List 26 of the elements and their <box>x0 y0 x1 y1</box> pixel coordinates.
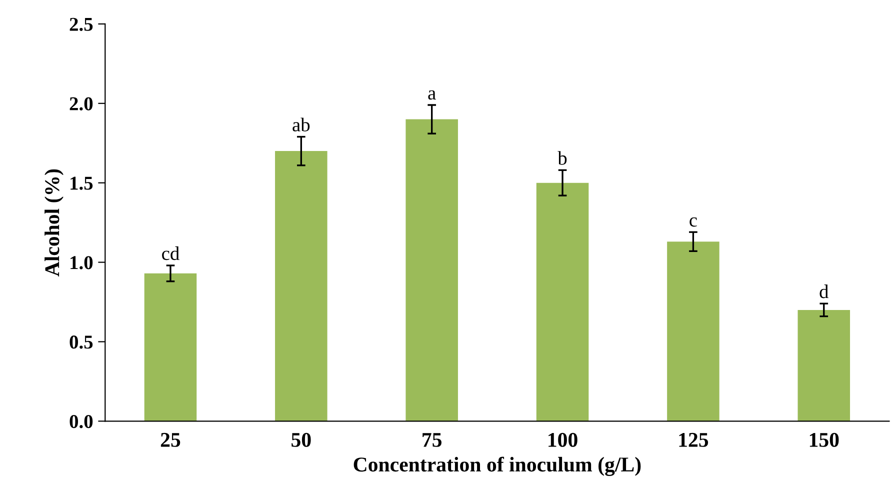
x-tick-label: 125 <box>679 432 708 447</box>
annotation: d <box>820 284 828 298</box>
annotation: ab <box>292 118 310 132</box>
annotation: cd <box>162 246 180 260</box>
x-axis-title: Concentration of inoculum (g/L) <box>354 456 641 476</box>
x-tick-label: 25 <box>160 432 180 447</box>
y-tick-label: 1.0 <box>70 256 93 270</box>
x-tick-label: 100 <box>548 432 578 447</box>
x-tick-label: 75 <box>422 433 442 447</box>
annotation: b <box>558 151 567 165</box>
bar <box>798 310 850 422</box>
y-tick-label: 0.5 <box>70 336 93 349</box>
y-tick-label: 0.0 <box>70 414 93 428</box>
y-tick-label: 2.0 <box>70 97 93 110</box>
bar <box>667 242 720 422</box>
y-tick-label: 1.5 <box>70 176 93 190</box>
bar <box>144 273 197 422</box>
bar <box>536 182 589 422</box>
x-tick-label: 50 <box>292 432 311 447</box>
annotation: c <box>690 217 697 227</box>
x-tick-label: 150 <box>810 432 839 447</box>
y-tick-label: 2.5 <box>70 18 93 31</box>
annotation: a <box>428 90 436 100</box>
bar <box>406 119 458 422</box>
y-axis-title: Alcohol (%) <box>44 169 64 276</box>
bar <box>275 151 328 422</box>
